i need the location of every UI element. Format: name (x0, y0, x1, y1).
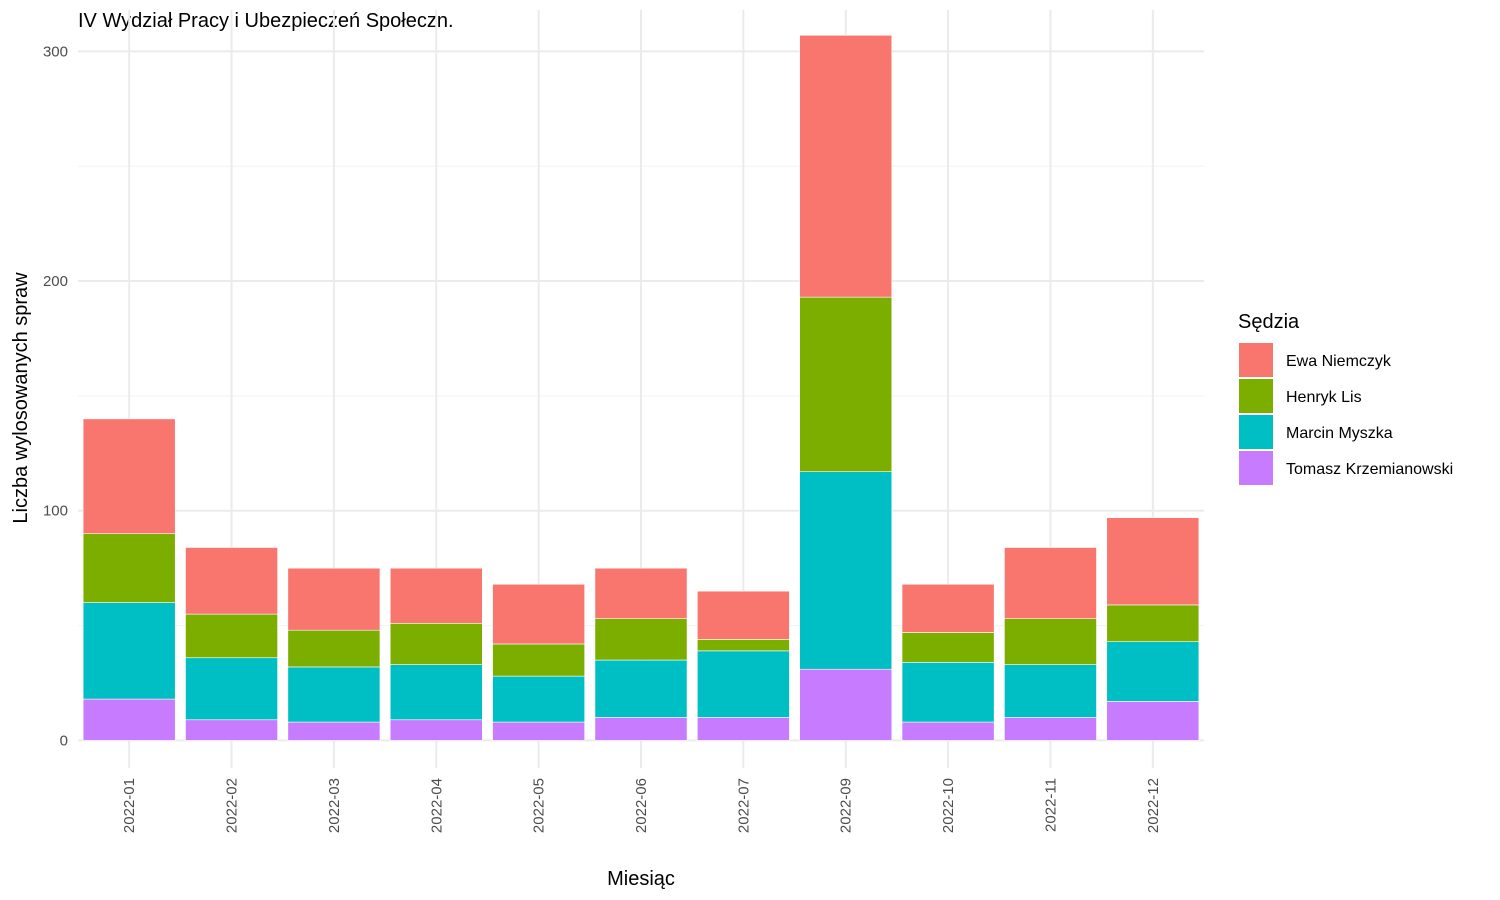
legend: Sędzia Ewa Niemczyk Henryk Lis Marcin Mysz… (1238, 311, 1453, 485)
bar-segment: Tomasz Krzemianowski 2022-09: 31 (799, 668, 893, 741)
bar-segment: Tomasz Krzemianowski 2022-02: 9 (185, 719, 278, 741)
bar-segment: Marcin Myszka 2022-12: 26 (1106, 641, 1200, 702)
bar-segment: Tomasz Krzemianowski 2022-06: 10 (594, 717, 688, 741)
bar-segment: Tomasz Krzemianowski 2022-10: 8 (901, 721, 995, 741)
bar-segment: Ewa Niemczyk 2022-03: 27 (287, 567, 381, 631)
bar-segment: Tomasz Krzemianowski 2022-12: 17 (1106, 701, 1200, 741)
y-tick-label: 300 (43, 43, 68, 60)
legend-label: Marcin Myszka (1286, 425, 1393, 442)
y-tick-label: 100 (43, 503, 68, 520)
x-tick-label: 2022-01 (121, 778, 138, 833)
x-tick-label: 2022-03 (326, 778, 343, 833)
bar-segment: Henryk Lis 2022-03: 16 (287, 629, 381, 668)
bars: Tomasz Krzemianowski 2022-01: 18Marcin M… (82, 34, 1200, 741)
bar-segment: Tomasz Krzemianowski 2022-07: 10 (696, 717, 790, 741)
legend-title: Sędzia (1238, 311, 1300, 333)
bar-segment: Marcin Myszka 2022-04: 24 (389, 664, 483, 721)
x-tick-label: 2022-04 (428, 778, 445, 833)
chart-title: IV Wydział Pracy i Ubezpieczeń Społeczn. (78, 10, 454, 32)
bar-segment: Ewa Niemczyk 2022-06: 22 (594, 567, 688, 619)
y-tick-label: 200 (43, 273, 68, 290)
bar-segment: Ewa Niemczyk 2022-04: 24 (389, 567, 483, 624)
x-axis-tick-labels: 2022-01 2022-02 2022-03 2022-04 2022-05 2022-… (121, 778, 1162, 833)
bar-segment: Ewa Niemczyk 2022-09: 114 (799, 34, 893, 298)
legend-swatch (1239, 343, 1273, 377)
x-tick-label: 2022-06 (633, 778, 650, 833)
legend-label: Ewa Niemczyk (1286, 353, 1392, 370)
bar-segment: Ewa Niemczyk 2022-10: 21 (901, 583, 995, 633)
bar-segment: Henryk Lis 2022-06: 18 (594, 618, 688, 661)
bar-segment: Tomasz Krzemianowski 2022-01: 18 (82, 698, 176, 741)
legend-items: Ewa Niemczyk Henryk Lis Marcin Myszka Tomas… (1239, 343, 1453, 485)
bar-segment: Henryk Lis 2022-09: 76 (799, 296, 893, 472)
y-axis-tick-labels: 0 100 200 300 (43, 43, 68, 749)
y-axis-title: Liczba wylosowanych spraw (10, 272, 32, 524)
x-tick-label: 2022-05 (531, 778, 548, 833)
bar-segment: Henryk Lis 2022-01: 30 (82, 533, 176, 603)
bar-segment: Henryk Lis 2022-12: 16 (1106, 604, 1200, 642)
x-tick-label: 2022-07 (735, 778, 752, 833)
bar-segment: Ewa Niemczyk 2022-01: 50 (82, 418, 176, 535)
bar-segment: Marcin Myszka 2022-09: 86 (799, 471, 893, 670)
x-tick-label: 2022-02 (224, 778, 241, 833)
bar-segment: Tomasz Krzemianowski 2022-03: 8 (287, 721, 381, 741)
y-tick-label: 0 (60, 732, 68, 749)
bar-segment: Ewa Niemczyk 2022-02: 29 (185, 547, 278, 615)
bar-segment: Marcin Myszka 2022-02: 27 (185, 657, 278, 721)
bar-segment: Marcin Myszka 2022-10: 26 (901, 662, 995, 723)
bar-segment: Ewa Niemczyk 2022-11: 31 (1004, 547, 1097, 619)
bar-segment: Henryk Lis 2022-05: 14 (492, 643, 585, 677)
legend-swatch (1239, 379, 1273, 413)
x-tick-label: 2022-09 (838, 778, 855, 833)
legend-label: Tomasz Krzemianowski (1286, 461, 1453, 478)
bar-segment: Tomasz Krzemianowski 2022-11: 10 (1004, 717, 1097, 741)
bar-segment: Ewa Niemczyk 2022-07: 21 (696, 590, 790, 640)
bar-segment: Tomasz Krzemianowski 2022-05: 8 (492, 721, 585, 741)
bar-segment: Ewa Niemczyk 2022-05: 26 (492, 583, 585, 645)
legend-swatch (1239, 415, 1273, 449)
bar-segment: Marcin Myszka 2022-06: 25 (594, 659, 688, 718)
x-tick-label: 2022-12 (1145, 778, 1162, 833)
bar-segment: Marcin Myszka 2022-05: 20 (492, 675, 585, 723)
bar-segment: Henryk Lis 2022-11: 20 (1004, 618, 1097, 665)
bar-segment: Marcin Myszka 2022-01: 42 (82, 602, 176, 700)
bar-segment: Marcin Myszka 2022-03: 24 (287, 666, 381, 723)
bar-segment: Marcin Myszka 2022-07: 29 (696, 650, 790, 718)
bar-segment: Henryk Lis 2022-10: 13 (901, 632, 995, 663)
bar-segment: Henryk Lis 2022-02: 19 (185, 613, 278, 659)
legend-label: Henryk Lis (1286, 389, 1362, 406)
bar-segment: Ewa Niemczyk 2022-12: 38 (1106, 517, 1200, 606)
bar-segment: Marcin Myszka 2022-11: 23 (1004, 664, 1097, 718)
legend-swatch (1239, 451, 1273, 485)
bar-segment: Tomasz Krzemianowski 2022-04: 9 (389, 719, 483, 741)
bar-segment: Henryk Lis 2022-04: 18 (389, 622, 483, 665)
x-axis-title: Miesiąc (607, 868, 675, 890)
x-tick-label: 2022-10 (940, 778, 957, 833)
x-tick-label: 2022-11 (1042, 778, 1059, 832)
bar-segment: Henryk Lis 2022-07: 5 (696, 639, 790, 652)
